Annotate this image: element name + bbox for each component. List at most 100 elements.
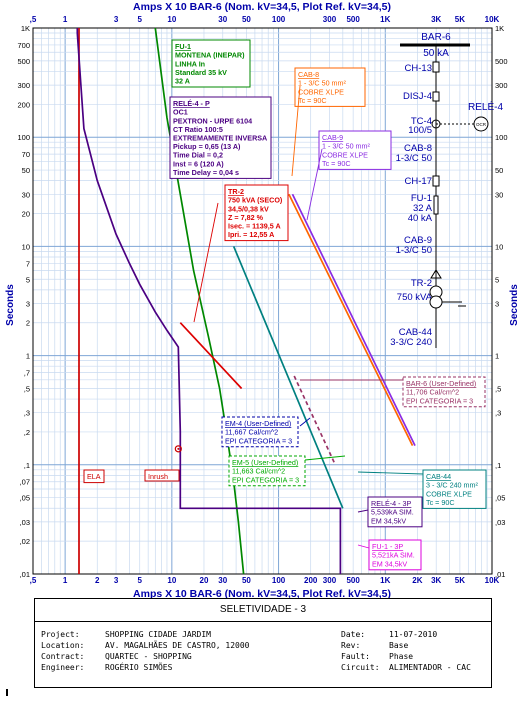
- one-line-label: FU-1: [411, 193, 432, 204]
- leader-line: [306, 148, 323, 221]
- bus-name: BAR-6: [421, 32, 451, 43]
- circuit-row: Circuit: ALIMENTADOR - CAC: [341, 662, 471, 673]
- annotation-line: 750 kVA (SECO): [228, 196, 283, 205]
- curve-cab-9: [291, 193, 416, 446]
- x-tick-label-bottom: 3: [114, 576, 119, 585]
- fault-row: Fault: Phase: [341, 651, 471, 662]
- annotation-line: TR-2: [228, 187, 244, 196]
- annotation-line: Tc = 90C: [322, 159, 351, 168]
- location-key: Location:: [41, 641, 85, 650]
- annotation-line: OC1: [173, 108, 188, 117]
- switch-icon: [432, 175, 440, 187]
- curve-bar-6-arc: [293, 375, 337, 466]
- annotation-line: 1 - 3/C 50 mm²: [322, 142, 371, 151]
- x-tick-label-bottom: 5K: [455, 576, 465, 585]
- plot-frame: [32, 27, 493, 575]
- y-tick-label-right: ,05: [495, 494, 505, 503]
- leader-line: [299, 417, 311, 427]
- one-line-label: CH-13: [405, 63, 432, 74]
- annotation-line: BAR-6 (User-Defined): [406, 379, 476, 388]
- y-tick-label-left: 1: [26, 352, 30, 361]
- annotation-line: EM 34,5kV: [372, 559, 407, 568]
- annotation-line: 11,706 Cal/cm^2: [406, 388, 459, 397]
- annotation-line: 11,667 Cal/cm^2: [225, 428, 278, 437]
- curve-cab-8: [288, 193, 414, 446]
- relay-symbol: OCR: [476, 122, 487, 127]
- y-tick-label-left: 3: [26, 299, 30, 308]
- annotation-line: ELA: [87, 472, 101, 481]
- fault-key: Fault:: [341, 652, 370, 661]
- top-axis-title: Amps X 10 BAR-6 (Nom. kV=34,5, Plot Ref.…: [133, 1, 391, 13]
- y-tick-label-left: ,5: [24, 384, 30, 393]
- one-line-label: DISJ-4: [403, 91, 432, 102]
- y-tick-label-left: ,1: [24, 461, 30, 470]
- y-tick-label-left: 500: [17, 57, 30, 66]
- one-line-label: 750 kVA: [397, 292, 433, 303]
- y-tick-label-left: ,05: [20, 494, 30, 503]
- one-line-label: CH-17: [405, 176, 432, 187]
- annotation-line: 11,663 Cal/cm^2: [232, 467, 285, 476]
- x-tick-label-bottom: 30: [218, 576, 227, 585]
- annotation-box-bar6: [402, 376, 486, 408]
- annotation-line: Time Delay = 0,04 s: [173, 168, 239, 177]
- x-tick-label-bottom: 5: [137, 576, 142, 585]
- annotation-line: CT Ratio 100:5: [173, 125, 223, 134]
- fuse-icon: [433, 195, 439, 215]
- tick-labels: ,5 1 3 5 10 30 50 100 300 500 1K 3K 5K 10K ,5 1 2 3 5 10 20 3…: [17, 15, 507, 585]
- title-block-title: SELETIVIDADE - 3: [35, 599, 491, 622]
- annotation-box-cab8: [294, 67, 366, 107]
- x-tick-label-top: 3: [114, 15, 119, 24]
- one-line-label: CAB-9: [404, 235, 432, 246]
- x-tick-label-top: ,5: [30, 15, 37, 24]
- y-tick-label-left: 700: [17, 41, 30, 50]
- contract-value: QUARTEC - SHOPPING: [105, 652, 192, 661]
- inrush-label: Inrush: [148, 472, 168, 481]
- one-line-label: 32 A: [413, 203, 433, 214]
- x-tick-label-bottom: 2K: [412, 576, 422, 585]
- leader-line: [357, 544, 370, 549]
- y-tick-label-right: ,3: [495, 409, 501, 418]
- axes: [32, 27, 493, 575]
- y-axis-label-left: Seconds: [5, 284, 16, 326]
- x-tick-label-top: 50: [242, 15, 251, 24]
- date-row: Date: 11-07-2010: [341, 629, 471, 640]
- text-cursor: [6, 689, 8, 696]
- x-tick-label-top: 500: [346, 15, 360, 24]
- annotation-box-fu1_3p: [368, 539, 422, 571]
- annotation-line: 3 - 3/C 240 mm²: [426, 481, 479, 490]
- bottom-axis-title: Amps X 10 BAR-6 (Nom. kV=34,5, Plot Ref.…: [133, 588, 391, 600]
- y-tick-label-left: 30: [22, 190, 30, 199]
- x-tick-label-bottom: 300: [323, 576, 337, 585]
- annotation-line: EM-4 (User-Defined): [225, 419, 291, 428]
- one-line-diagram: BAR-650 kACH-13DISJ-4TC-4100/5CAB-81-3/C…: [390, 32, 503, 348]
- y-tick-label-left: ,07: [20, 478, 30, 487]
- y-tick-label-right: 50: [495, 166, 503, 175]
- curve-cab-44: [232, 246, 344, 509]
- x-tick-label-bottom: 1K: [380, 576, 390, 585]
- tcc-chart: Amps X 10 BAR-6 (Nom. kV=34,5, Plot Ref.…: [5, 1, 520, 600]
- x-tick-label-bottom: 1: [63, 576, 68, 585]
- one-line-label: CAB-44: [399, 327, 432, 338]
- y-tick-label-right: ,1: [495, 461, 501, 470]
- y-tick-label-left: ,7: [24, 369, 30, 378]
- engineer-key: Engineer:: [41, 663, 85, 672]
- one-line-label: 3-3/C 240: [390, 337, 432, 348]
- x-tick-label-top: 1: [63, 15, 68, 24]
- annotation-line: EM 34,5kV: [371, 516, 406, 525]
- annotation-line: Isec. = 1139,5 A: [228, 222, 281, 231]
- inrush-label-box: [144, 469, 180, 482]
- engineer-row: Engineer: ROGÉRIO SIMÕES: [41, 662, 250, 673]
- annotation-line: COBRE XLPE: [322, 150, 368, 159]
- transformer-secondary-icon: [429, 295, 443, 309]
- leader-line: [304, 455, 346, 461]
- y-tick-label-right: ,5: [495, 384, 501, 393]
- one-line-label: 40 kA: [408, 213, 433, 224]
- x-tick-label-bottom: ,5: [30, 576, 37, 585]
- date-value: 11-07-2010: [389, 630, 438, 639]
- annotation-line: EXTREMAMENTE INVERSA: [173, 134, 267, 143]
- y-tick-label-right: 5: [495, 275, 499, 284]
- one-line-label: 1-3/C 50: [396, 245, 432, 256]
- y-tick-label-left: 5: [26, 275, 30, 284]
- y-tick-label-right: 500: [495, 57, 508, 66]
- title-block-left: Project: SHOPPING CIDADE JARDIM Location:…: [41, 629, 250, 673]
